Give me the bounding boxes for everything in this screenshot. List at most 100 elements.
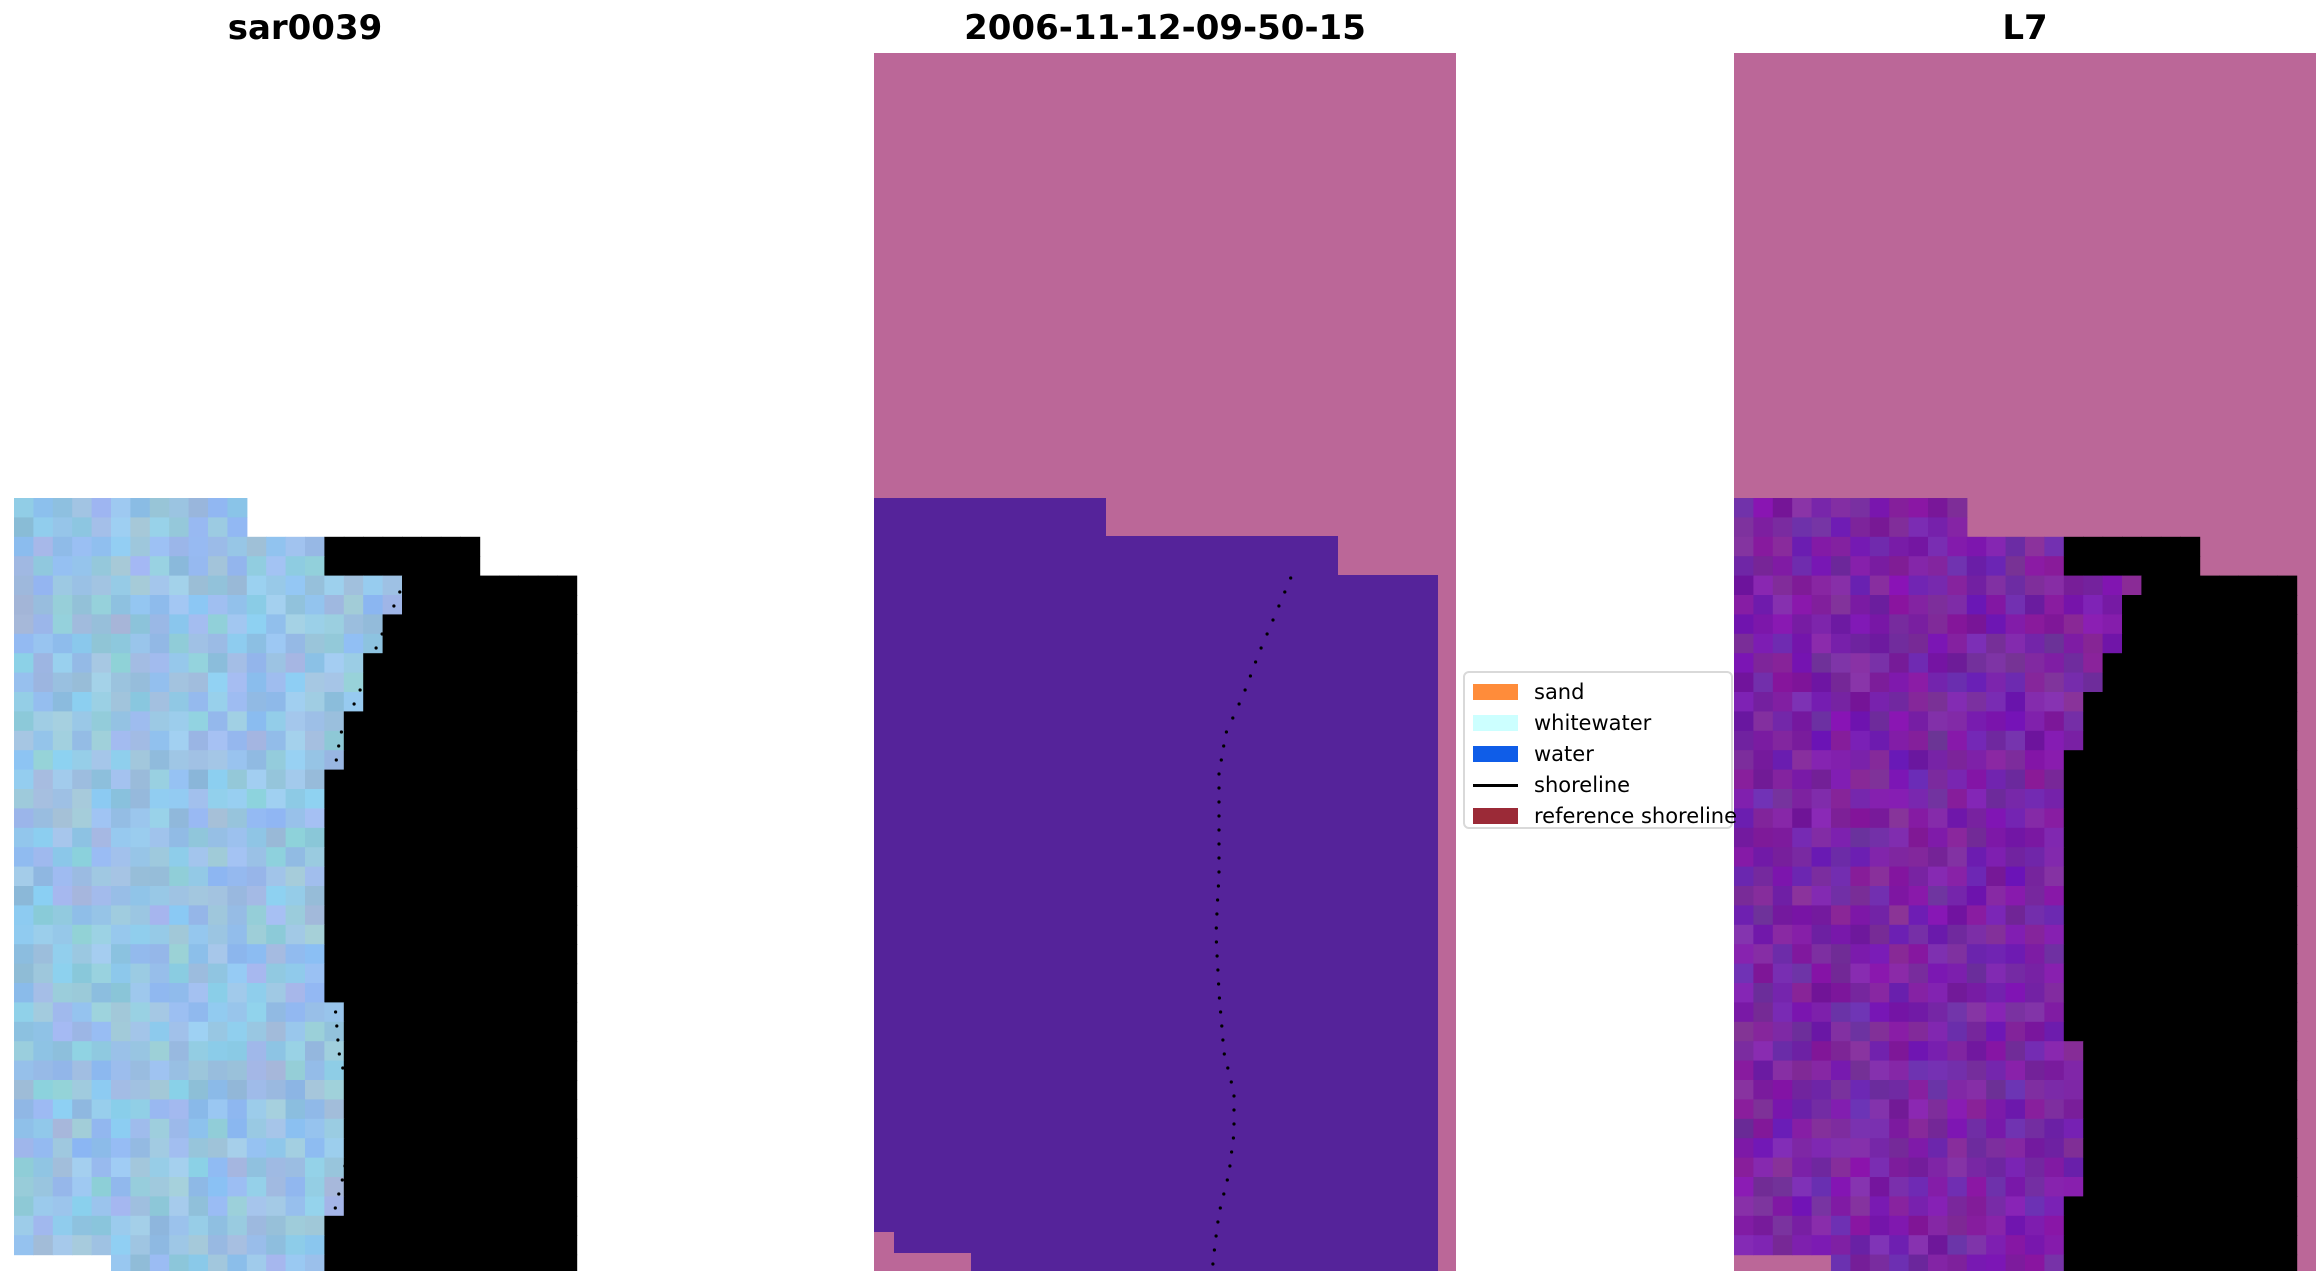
index-pixel: [1831, 827, 1851, 848]
index-pixel: [1753, 1060, 1774, 1081]
rgb-pixel: [363, 1118, 384, 1139]
rgb-pixel: [537, 1002, 558, 1023]
index-pixel: [1928, 1118, 1948, 1139]
rgb-pixel: [518, 963, 539, 984]
index-pixel: [1831, 1118, 1851, 1139]
rgb-pixel: [169, 1157, 190, 1178]
rgb-pixel: [537, 1099, 558, 1120]
index-pixel: [2102, 769, 2123, 790]
index-pixel: [1734, 1138, 1754, 1159]
rgb-pixel: [227, 498, 248, 518]
rgb-pixel: [285, 1021, 306, 1042]
index-pixel: [1792, 1041, 1813, 1062]
index-pixel: [2122, 769, 2142, 790]
rgb-pixel: [72, 827, 93, 848]
index-pixel: [2122, 886, 2142, 906]
index-pixel: [1947, 498, 1968, 518]
index-pixel: [2063, 556, 2084, 577]
rgb-pixel: [440, 1235, 461, 1256]
rgb-pixel: [324, 614, 345, 635]
index-pixel: [2102, 963, 2123, 984]
index-pixel: [2083, 711, 2104, 732]
rgb-pixel: [557, 886, 578, 906]
index-pixel: [1772, 1080, 1793, 1100]
index-pixel: [1753, 517, 1774, 538]
rgb-pixel: [246, 614, 267, 635]
index-pixel: [1811, 924, 1832, 945]
index-pixel: [2277, 730, 2298, 751]
index-pixel: [1792, 614, 1813, 635]
rgb-pixel: [285, 1080, 306, 1100]
rgb-pixel: [324, 1196, 345, 1217]
rgb-pixel: [440, 789, 461, 809]
rgb-pixel: [460, 1021, 481, 1042]
index-pixel: [1966, 614, 1987, 635]
rgb-pixel: [518, 614, 539, 635]
rgb-pixel: [285, 924, 306, 945]
index-pixel: [2277, 1215, 2298, 1236]
rgb-pixel: [537, 1235, 558, 1256]
rgb-pixel: [363, 1060, 384, 1081]
index-pixel: [2063, 1235, 2084, 1256]
index-pixel: [1908, 847, 1929, 868]
index-pixel: [1986, 886, 2007, 906]
index-pixel: [1811, 730, 1832, 751]
rgb-pixel: [149, 614, 170, 635]
index-pixel: [2044, 769, 2065, 790]
index-pixel: [2277, 575, 2298, 596]
rgb-pixel: [149, 1099, 170, 1120]
shoreline-point: [2084, 758, 2088, 762]
rgb-pixel: [557, 595, 578, 615]
rgb-pixel: [285, 963, 306, 984]
index-pixel: [1986, 1138, 2007, 1159]
index-pixel: [1908, 711, 1929, 732]
index-pixel: [1928, 1041, 1948, 1062]
rgb-pixel: [324, 711, 345, 732]
index-pixel: [1928, 1254, 1948, 1271]
index-pixel: [2238, 983, 2259, 1003]
index-pixel: [1753, 556, 1774, 577]
rgb-pixel: [402, 847, 422, 868]
index-pixel: [1850, 556, 1871, 577]
shoreline-point: [337, 744, 341, 748]
rgb-pixel: [537, 1177, 558, 1197]
rgb-pixel: [130, 1138, 151, 1159]
index-pixel: [1753, 1118, 1774, 1139]
index-pixel: [1772, 1196, 1793, 1217]
rgb-pixel: [266, 711, 287, 732]
index-pixel: [1889, 692, 1910, 712]
rgb-pixel: [460, 963, 481, 984]
index-pixel: [2044, 750, 2065, 771]
rgb-pixel: [499, 1196, 519, 1217]
index-pixel: [1850, 1080, 1871, 1100]
index-pixel: [1831, 730, 1851, 751]
index-pixel: [1928, 789, 1948, 809]
rgb-pixel: [130, 536, 151, 557]
index-pixel: [1831, 498, 1851, 518]
index-pixel: [1908, 1002, 1929, 1023]
index-pixel: [1928, 1177, 1948, 1197]
rgb-pixel: [402, 595, 422, 615]
index-pixel: [2219, 1060, 2239, 1081]
rgb-pixel: [363, 536, 384, 557]
index-pixel: [2025, 847, 2045, 868]
rgb-pixel: [246, 595, 267, 615]
rgb-pixel: [246, 1235, 267, 1256]
rgb-pixel: [285, 750, 306, 771]
rgb-pixel: [499, 769, 519, 790]
index-pixel: [1792, 595, 1813, 615]
index-pixel: [2160, 808, 2181, 829]
shoreline-point: [346, 1136, 350, 1140]
index-pixel: [1908, 1138, 1929, 1159]
index-pixel: [2005, 769, 2026, 790]
index-pixel: [1928, 614, 1948, 635]
index-pixel: [1811, 633, 1832, 654]
rgb-pixel: [421, 983, 442, 1003]
rgb-pixel: [130, 808, 151, 829]
index-pixel: [2005, 1235, 2026, 1256]
shoreline-point: [1219, 758, 1223, 762]
rgb-pixel: [111, 1080, 131, 1100]
rgb-pixel: [111, 1118, 131, 1139]
rgb-pixel: [14, 595, 34, 615]
index-pixel: [1734, 1002, 1754, 1023]
